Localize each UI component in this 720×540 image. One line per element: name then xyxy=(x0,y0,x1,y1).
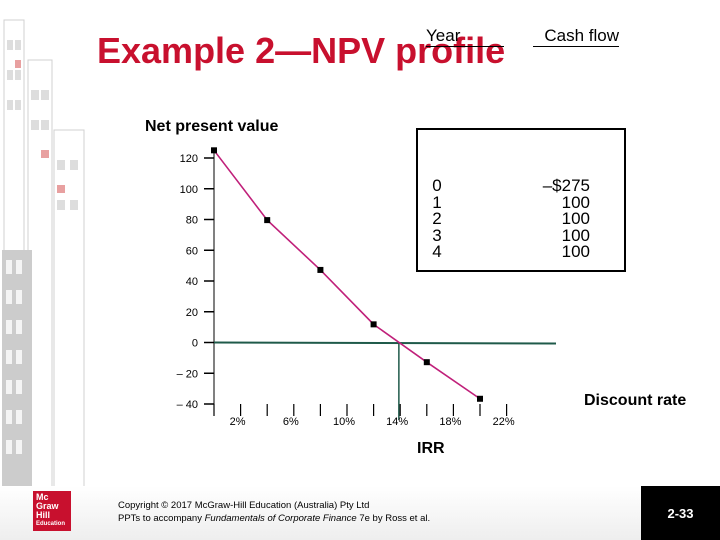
year-cell: 1 xyxy=(432,192,442,212)
y-tick-label: 80 xyxy=(186,215,198,227)
cash-cell: 100 xyxy=(561,192,590,212)
logo-line: Mc xyxy=(36,492,49,502)
year-header: Year xyxy=(426,26,504,47)
slide-number: 2-33 xyxy=(641,486,720,540)
copyright-line-2: PPTs to accompany Fundamentals of Corpor… xyxy=(118,512,430,525)
copyright-suffix: 7e by Ross et al. xyxy=(356,513,431,524)
cash-cell: –$275 xyxy=(542,176,590,195)
data-point xyxy=(423,359,430,366)
data-point xyxy=(370,321,377,328)
x-tick-label: 6% xyxy=(283,416,299,428)
x-tick-label: 18% xyxy=(439,416,461,428)
y-axis-title: Net present value xyxy=(145,118,279,135)
year-column: 0 1 2 3 4 xyxy=(422,176,452,261)
y-tick-label: – 20 xyxy=(177,368,198,380)
y-tick-label: 60 xyxy=(186,245,198,257)
background-building-graphic xyxy=(0,0,90,540)
footer-bar xyxy=(0,486,641,540)
year-cell: 3 xyxy=(432,225,442,245)
x-tick-label: 22% xyxy=(493,416,515,428)
publisher-logo: Mc Graw Hill Education xyxy=(33,491,71,531)
x-tick-label: 14% xyxy=(386,416,408,428)
logo-line: Education xyxy=(36,521,66,527)
slide-title: Example 2—NPV profile xyxy=(97,30,506,71)
y-tick-label: 120 xyxy=(180,153,198,165)
x-tick-label: 10% xyxy=(333,416,355,428)
y-tick-label: 20 xyxy=(186,307,198,319)
npv-curve xyxy=(213,149,481,400)
cash-flow-header: Cash flow xyxy=(533,26,619,47)
cash-flow-column: –$275 100 100 100 100 xyxy=(520,176,590,261)
logo-line: Graw xyxy=(36,501,59,511)
cash-cell: 100 xyxy=(561,242,590,261)
y-tick-label: 0 xyxy=(192,338,198,350)
y-tick-label: 40 xyxy=(186,276,198,288)
y-tick-label: 100 xyxy=(180,184,198,196)
zero-baseline xyxy=(213,341,557,345)
x-axis-title: Discount rate xyxy=(584,392,687,409)
year-cell: 4 xyxy=(432,242,442,261)
irr-label: IRR xyxy=(417,440,445,457)
copyright-prefix: PPTs to accompany xyxy=(118,513,205,524)
x-tick-label: 2% xyxy=(230,416,246,428)
copyright-notice: Copyright © 2017 McGraw-Hill Education (… xyxy=(118,499,430,525)
cash-cell: 100 xyxy=(561,209,590,228)
cash-flow-table-box xyxy=(416,128,626,272)
y-tick-label: – 40 xyxy=(177,399,198,411)
data-point xyxy=(264,217,271,224)
data-point xyxy=(477,395,483,402)
cash-cell: 100 xyxy=(561,225,590,245)
book-title: Fundamentals of Corporate Finance xyxy=(204,513,357,524)
data-point xyxy=(211,147,217,154)
logo-line: Hill xyxy=(36,510,51,520)
year-cell: 0 xyxy=(432,176,442,195)
data-point xyxy=(317,266,324,273)
copyright-line-1: Copyright © 2017 McGraw-Hill Education (… xyxy=(118,500,370,511)
year-cell: 2 xyxy=(432,209,442,228)
